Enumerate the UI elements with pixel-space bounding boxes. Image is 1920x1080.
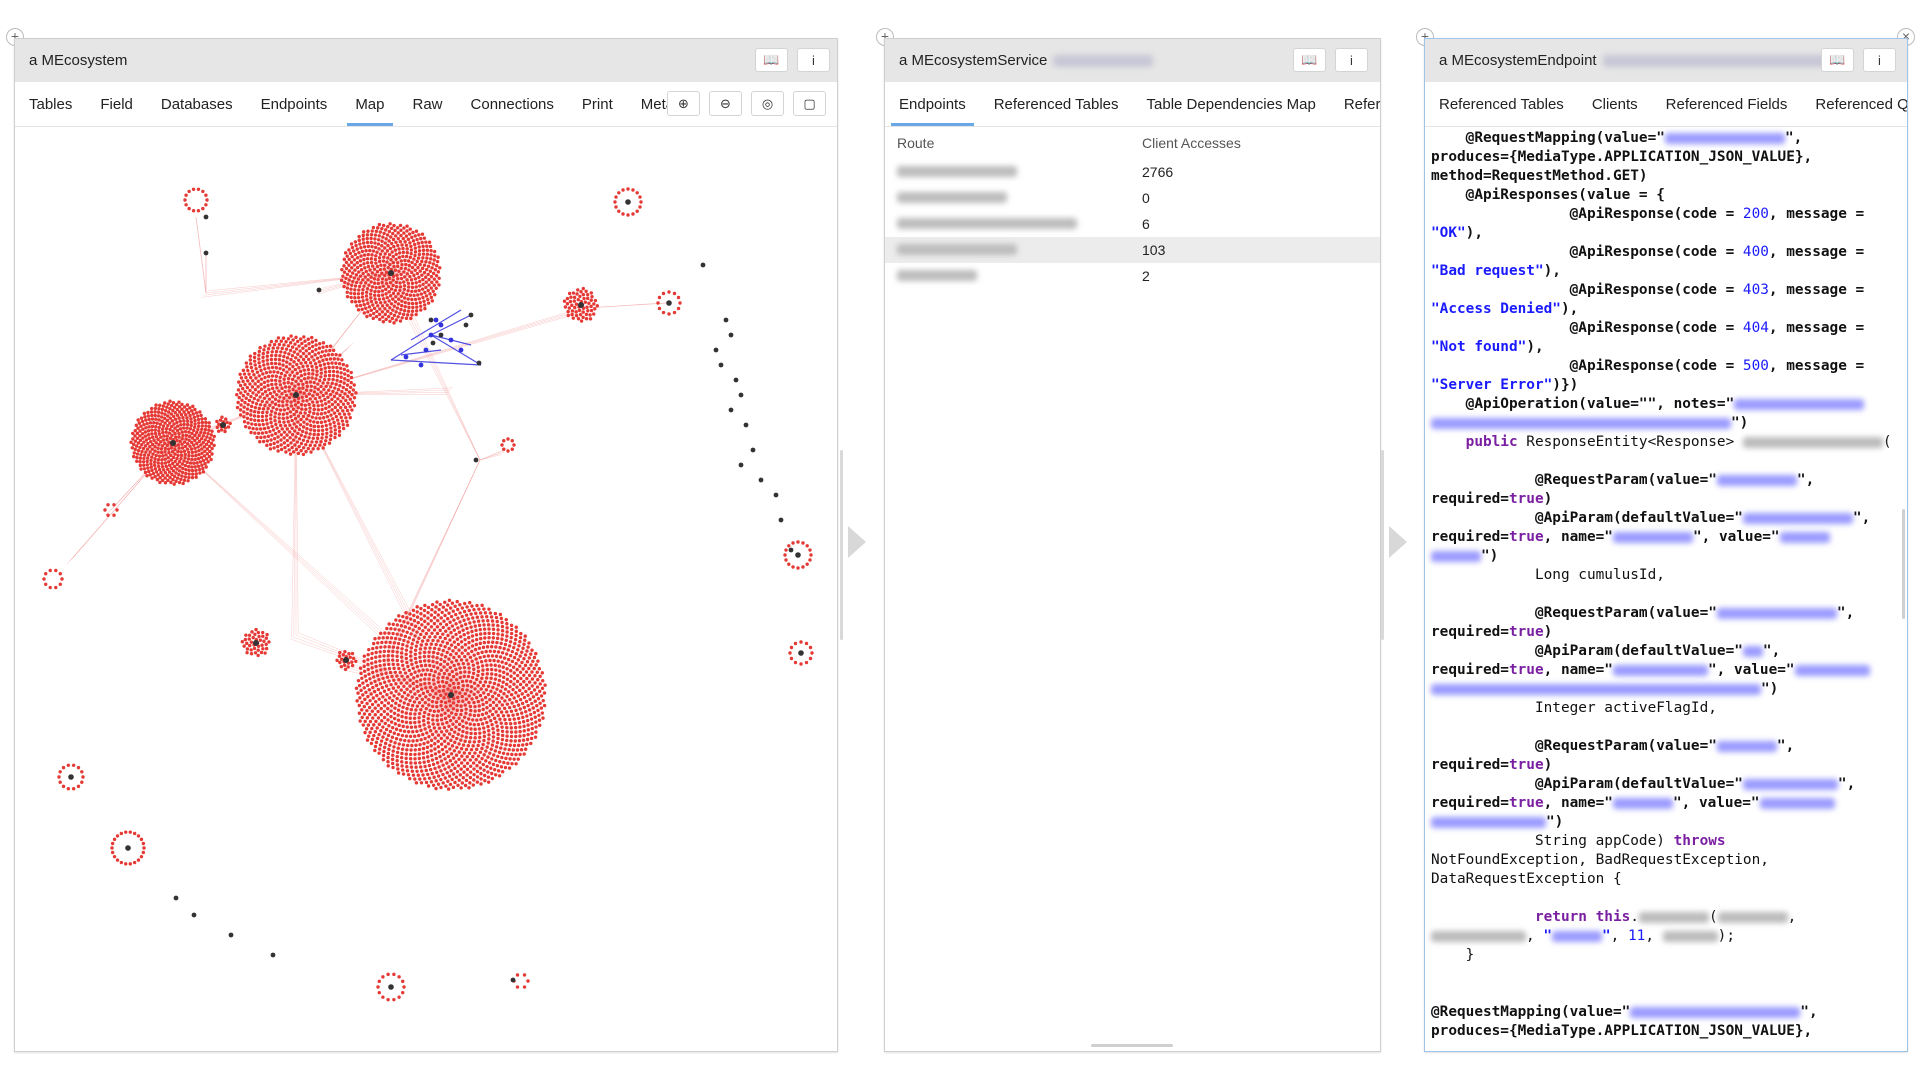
tab-raw[interactable]: Raw [412,95,443,113]
accesses-cell: 103 [1130,237,1380,263]
tab-clients[interactable]: Clients [1591,95,1638,113]
table-row[interactable]: 2 [885,263,1380,289]
accesses-cell: 6 [1142,216,1150,232]
table-row[interactable]: 2766 [885,159,1380,185]
tab-tables[interactable]: Tables [29,95,73,113]
accesses-cell: 2 [1142,268,1150,284]
hub-node[interactable] [343,657,349,663]
hub-node[interactable] [220,422,226,428]
node-cluster[interactable] [235,334,358,457]
endpoints-table: Route Client Accesses 2766 0 6 103 [885,127,1380,289]
node-cluster[interactable] [562,286,600,323]
splitter-left[interactable] [840,450,843,640]
service-name-redacted [1053,54,1154,67]
hub-node[interactable] [448,692,454,698]
source-code-view[interactable]: @RequestMapping(value=" ", produces={Medi… [1431,130,1892,1039]
hub-node[interactable] [798,650,804,656]
service-tabs: Endpoints Referenced Tables Table Depend… [885,82,1380,127]
hub-node[interactable] [388,984,394,990]
table-row[interactable]: 0 [885,185,1380,211]
arrow-right-icon [848,526,866,558]
hub-node[interactable] [170,440,176,446]
ecosystem-pane: a MEcosystem 📖 i Tables Field Databases … [14,38,838,1052]
tab-referenced-tables[interactable]: Referenced Tables [1439,95,1564,113]
tab-referenced-fields[interactable]: Referenced Fields [1665,95,1788,113]
accesses-cell: 2766 [1142,164,1174,180]
tab-meta[interactable]: Meta [640,95,675,113]
pane-title: a MEcosystemService [899,52,1048,69]
route-cell [885,263,1130,289]
book-icon[interactable]: 📖 [1821,48,1854,72]
tab-referenced-queries[interactable]: Referenced Quer [1815,95,1907,113]
center-button[interactable]: ◎ [751,91,784,116]
client-accesses-header: Client Accesses [1142,135,1241,151]
hub-node[interactable] [68,774,74,780]
vertical-scrollbar[interactable] [1902,509,1905,619]
route-cell [885,237,1130,263]
splitter-right[interactable] [1381,450,1384,640]
route-cell [885,185,1130,211]
table-row-selected[interactable]: 103 [885,237,1380,263]
service-pane: a MEcosystemService 📖 i Endpoints Refere… [884,38,1381,1052]
hub-node[interactable] [625,199,631,205]
node-cluster[interactable] [129,399,216,486]
pane-header: a MEcosystemService 📖 i [885,39,1380,82]
book-icon[interactable]: 📖 [1293,48,1326,72]
node-cluster[interactable] [339,222,442,325]
zoom-in-button[interactable]: ⊕ [667,91,700,116]
tab-connections[interactable]: Connections [470,95,554,113]
zoom-out-button[interactable]: ⊖ [709,91,742,116]
tab-referenced[interactable]: Referenc [1343,95,1380,113]
route-header: Route [897,135,935,151]
pane-title: a MEcosystemEndpoint [1439,52,1597,69]
tab-table-dependencies-map[interactable]: Table Dependencies Map [1146,95,1316,113]
info-icon[interactable]: i [1335,48,1368,72]
endpoint-pane: a MEcosystemEndpoint 📖 i Referenced Tabl… [1424,38,1908,1052]
hub-node[interactable] [578,302,584,308]
graph-nodes [42,187,814,1002]
tab-print[interactable]: Print [581,95,613,113]
table-row[interactable]: 6 [885,211,1380,237]
hub-node[interactable] [253,640,259,646]
tab-map[interactable]: Map [341,82,398,126]
ecosystem-graph[interactable] [15,127,837,1051]
accesses-cell: 0 [1142,190,1150,206]
hub-node[interactable] [293,392,299,398]
pane-title: a MEcosystem [29,52,128,69]
tab-field[interactable]: Field [100,95,133,113]
node-cluster[interactable] [354,598,547,791]
book-icon[interactable]: 📖 [755,48,788,72]
route-cell [885,211,1130,237]
pane-header: a MEcosystem 📖 i [15,39,837,82]
arrow-right-icon [1389,526,1407,558]
endpoint-tabs: Referenced Tables Clients Referenced Fie… [1425,82,1907,127]
tab-databases[interactable]: Databases [160,95,233,113]
ecosystem-tabs: Tables Field Databases Endpoints Map Raw… [15,82,837,127]
hub-node[interactable] [666,300,672,306]
route-cell [885,159,1130,185]
fit-button[interactable]: ▢ [793,91,826,116]
node-cluster[interactable] [240,627,271,658]
tab-endpoints[interactable]: Endpoints [260,95,328,113]
endpoint-name-redacted [1602,54,1828,67]
info-icon[interactable]: i [1863,48,1896,72]
hub-node[interactable] [795,552,801,558]
info-icon[interactable]: i [797,48,830,72]
pane-header: a MEcosystemEndpoint 📖 i [1425,39,1907,82]
tab-referenced-tables[interactable]: Referenced Tables [993,95,1119,113]
tab-endpoints[interactable]: Endpoints [885,82,980,126]
hub-node[interactable] [388,270,394,276]
node-cluster[interactable] [335,649,358,672]
hub-node[interactable] [125,845,131,851]
horizontal-scrollbar[interactable] [1091,1044,1173,1047]
